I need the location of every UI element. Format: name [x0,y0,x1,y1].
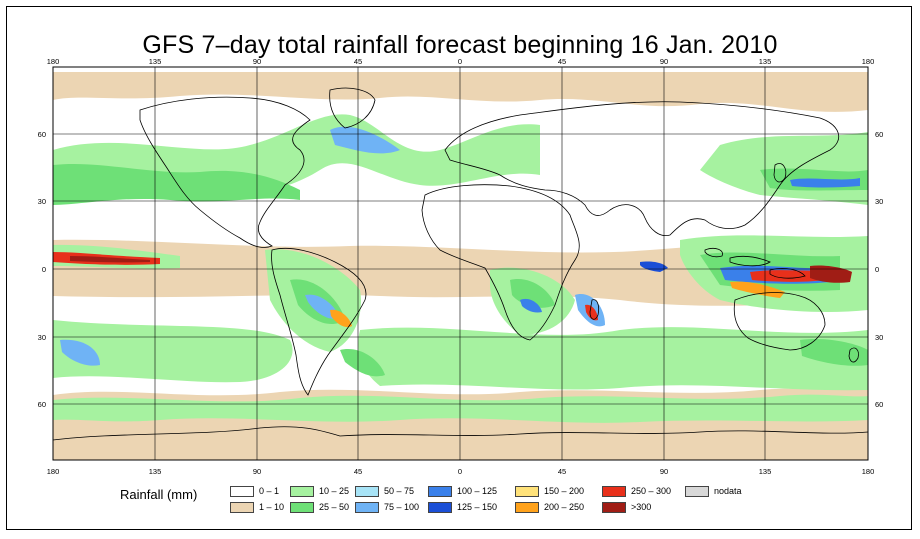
figure-frame: GFS 7–day total rainfall forecast beginn… [6,6,912,530]
bottom-longitude-ticks: 180 135 90 45 0 45 90 135 180 [47,467,875,476]
lat-tick-right: 30 [875,333,883,342]
japan [773,163,787,183]
lat-tick-right: 60 [875,400,883,409]
legend-item: nodata [685,484,742,498]
legend-item-label: 75 – 100 [384,502,420,512]
legend-item-label: >300 [631,502,652,512]
legend-item-label: 1 – 10 [259,502,285,512]
legend-swatch [515,501,539,513]
indonesia [704,248,806,279]
legend-swatch [290,485,314,497]
lon-tick-top: 0 [458,57,462,66]
legend-swatch [515,485,539,497]
africa [421,184,580,341]
legend-item: 150 – 200 [515,484,584,498]
lon-tick-top: 90 [253,57,261,66]
lat-tick-right: 60 [875,130,883,139]
legend-item: 75 – 100 [355,500,419,514]
lat-tick-right: 0 [875,265,879,274]
rainfall-field [53,67,868,460]
top-longitude-ticks: 180 135 90 45 0 45 90 135 180 [47,57,875,66]
legend-swatch [355,485,379,497]
legend-swatch [355,501,379,513]
eurasia [444,101,840,237]
legend-item-label: 200 – 250 [544,502,585,512]
lon-tick-top: 180 [47,57,60,66]
legend-swatch [230,501,254,513]
lat-tick-right: 30 [875,197,883,206]
australia [733,292,826,351]
legend-swatch [428,485,452,497]
legend-item-label: 250 – 300 [631,486,672,496]
legend-swatch [685,485,709,497]
lon-tick-bottom: 45 [354,467,362,476]
lat-tick-left: 0 [42,265,46,274]
left-latitude-ticks: 60 30 0 30 60 [38,130,46,409]
legend-item-label: 100 – 125 [457,486,498,496]
legend-swatch [602,485,626,497]
legend-item: 1 – 10 [230,500,284,514]
legend-item-label: 150 – 200 [544,486,585,496]
lon-tick-bottom: 135 [759,467,772,476]
coastlines [52,87,869,441]
legend-swatch [428,501,452,513]
legend-swatch [230,485,254,497]
south-america [271,247,367,396]
legend-item: 125 – 150 [428,500,497,514]
lon-tick-top: 135 [759,57,772,66]
lat-tick-left: 60 [38,130,46,139]
lon-tick-bottom: 90 [660,467,668,476]
lon-tick-bottom: 45 [558,467,566,476]
lat-tick-left: 60 [38,400,46,409]
right-latitude-ticks: 60 30 0 30 60 [875,130,883,409]
lon-tick-bottom: 0 [458,467,462,476]
lon-tick-top: 45 [354,57,362,66]
legend-item-label: 0 – 1 [259,486,280,496]
legend-title: Rainfall (mm) [120,487,198,502]
north-america [139,96,311,248]
new-zealand [848,347,859,363]
lat-tick-left: 30 [38,333,46,342]
lon-tick-top: 90 [660,57,668,66]
legend-item: 100 – 125 [428,484,497,498]
lon-tick-top: 180 [862,57,875,66]
lon-tick-top: 45 [558,57,566,66]
antarctica [52,426,869,441]
legend-item: 250 – 300 [602,484,671,498]
legend-item: 10 – 25 [290,484,349,498]
legend-item-label: 50 – 75 [384,486,415,496]
lon-tick-bottom: 180 [862,467,875,476]
lon-tick-bottom: 90 [253,467,261,476]
legend-item: 200 – 250 [515,500,584,514]
legend-item: 0 – 1 [230,484,279,498]
lat-tick-left: 30 [38,197,46,206]
lon-tick-bottom: 135 [149,467,162,476]
legend: 0 – 1 1 – 10 10 – 25 25 – 50 50 – 75 75 … [230,484,750,516]
legend-item: 25 – 50 [290,500,349,514]
legend-item-label: 125 – 150 [457,502,498,512]
lon-tick-bottom: 180 [47,467,60,476]
legend-item: >300 [602,500,651,514]
legend-item: 50 – 75 [355,484,414,498]
legend-swatch [602,501,626,513]
legend-swatch [290,501,314,513]
graticule [52,66,869,461]
legend-item-label: 25 – 50 [319,502,350,512]
lon-tick-top: 135 [149,57,162,66]
map-title: GFS 7–day total rainfall forecast beginn… [142,31,778,59]
legend-item-label: 10 – 25 [319,486,350,496]
legend-item-label: nodata [714,486,742,496]
madagascar [589,299,600,320]
